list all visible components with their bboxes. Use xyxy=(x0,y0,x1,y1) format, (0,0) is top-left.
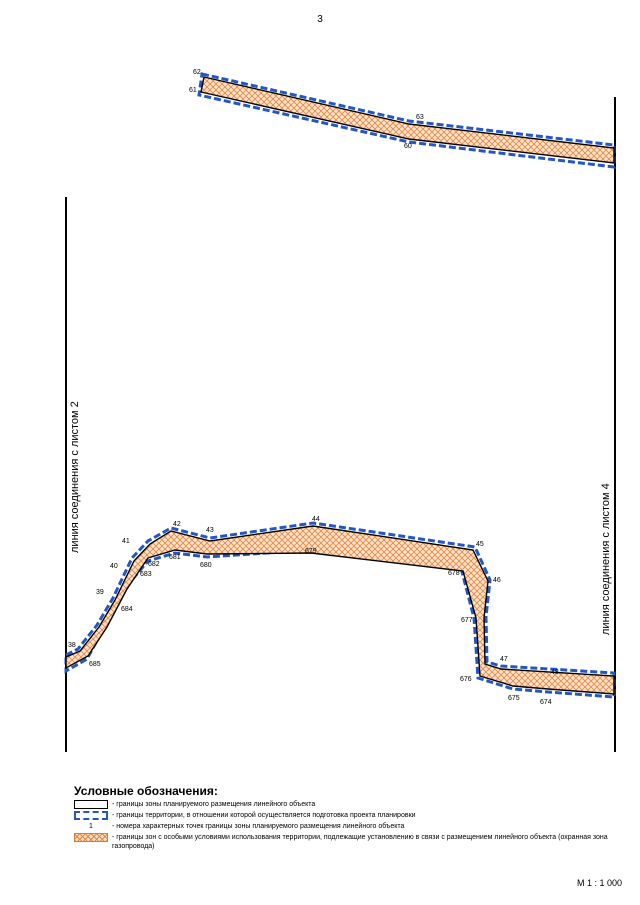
legend-item: - границы зоны планируемого размещения л… xyxy=(74,800,614,809)
zone-border-swatch xyxy=(74,800,108,809)
bottom-protection-zone xyxy=(65,525,615,695)
point-label: 682 xyxy=(148,561,160,568)
point-label: 41 xyxy=(122,538,130,545)
legend-item-text: - границы территории, в отношении которо… xyxy=(112,812,416,819)
point-label: 61 xyxy=(189,87,197,94)
point-label: 674 xyxy=(540,699,552,706)
legend-item: - границы территории, в отношении которо… xyxy=(74,811,614,820)
point-label: 42 xyxy=(173,521,181,528)
top-territory-border xyxy=(197,72,616,169)
point-label: 676 xyxy=(460,676,472,683)
legend: Условные обозначения: - границы зоны пла… xyxy=(74,784,614,853)
point-label: 681 xyxy=(169,554,181,561)
point-label: 60 xyxy=(404,143,412,150)
point-label: 45 xyxy=(476,541,484,548)
point-label: 677 xyxy=(461,617,473,624)
bottom-strip: 38 39 40 41 42 43 44 45 46 47 48 685 684… xyxy=(64,516,616,706)
point-label: 46 xyxy=(493,577,501,584)
point-label: 683 xyxy=(140,571,152,578)
point-label: 40 xyxy=(110,563,118,570)
point-label: 62 xyxy=(193,69,201,76)
protection-zone-swatch xyxy=(74,833,108,842)
legend-item-text: - границы зоны планируемого размещения л… xyxy=(112,801,316,808)
legend-item-text: - номера характерных точек границы зоны … xyxy=(112,823,405,830)
top-strip: 62 61 63 60 xyxy=(189,69,616,169)
point-label: 38 xyxy=(68,642,76,649)
legend-item: 1 - номера характерных точек границы зон… xyxy=(74,822,614,831)
point-label: 680 xyxy=(200,562,212,569)
point-label: 679 xyxy=(305,548,317,555)
point-label: 39 xyxy=(96,589,104,596)
point-label: 684 xyxy=(121,606,133,613)
point-label: 48 xyxy=(551,669,559,676)
point-label: 678 xyxy=(448,570,460,577)
page-number: 3 xyxy=(317,14,323,25)
top-protection-zone xyxy=(200,76,615,164)
point-label: 675 xyxy=(508,695,520,702)
point-number-swatch: 1 xyxy=(74,822,108,831)
left-connection-label: линия соединения с листом 2 xyxy=(69,401,81,553)
point-label: 47 xyxy=(500,656,508,663)
territory-border-swatch xyxy=(74,811,108,820)
scale-label: М 1 : 1 000 xyxy=(576,878,622,888)
point-label: 44 xyxy=(312,516,320,523)
legend-item: - границы зон с особыми условиями исполь… xyxy=(74,833,614,851)
point-label: 685 xyxy=(89,661,101,668)
point-number-symbol: 1 xyxy=(89,823,93,830)
legend-item-text: - границы зон с особыми условиями исполь… xyxy=(112,834,608,850)
legend-title: Условные обозначения: xyxy=(74,784,218,798)
point-label: 63 xyxy=(416,114,424,121)
point-label: 43 xyxy=(206,527,214,534)
right-connection-label: линия соединения с листом 4 xyxy=(600,483,612,635)
